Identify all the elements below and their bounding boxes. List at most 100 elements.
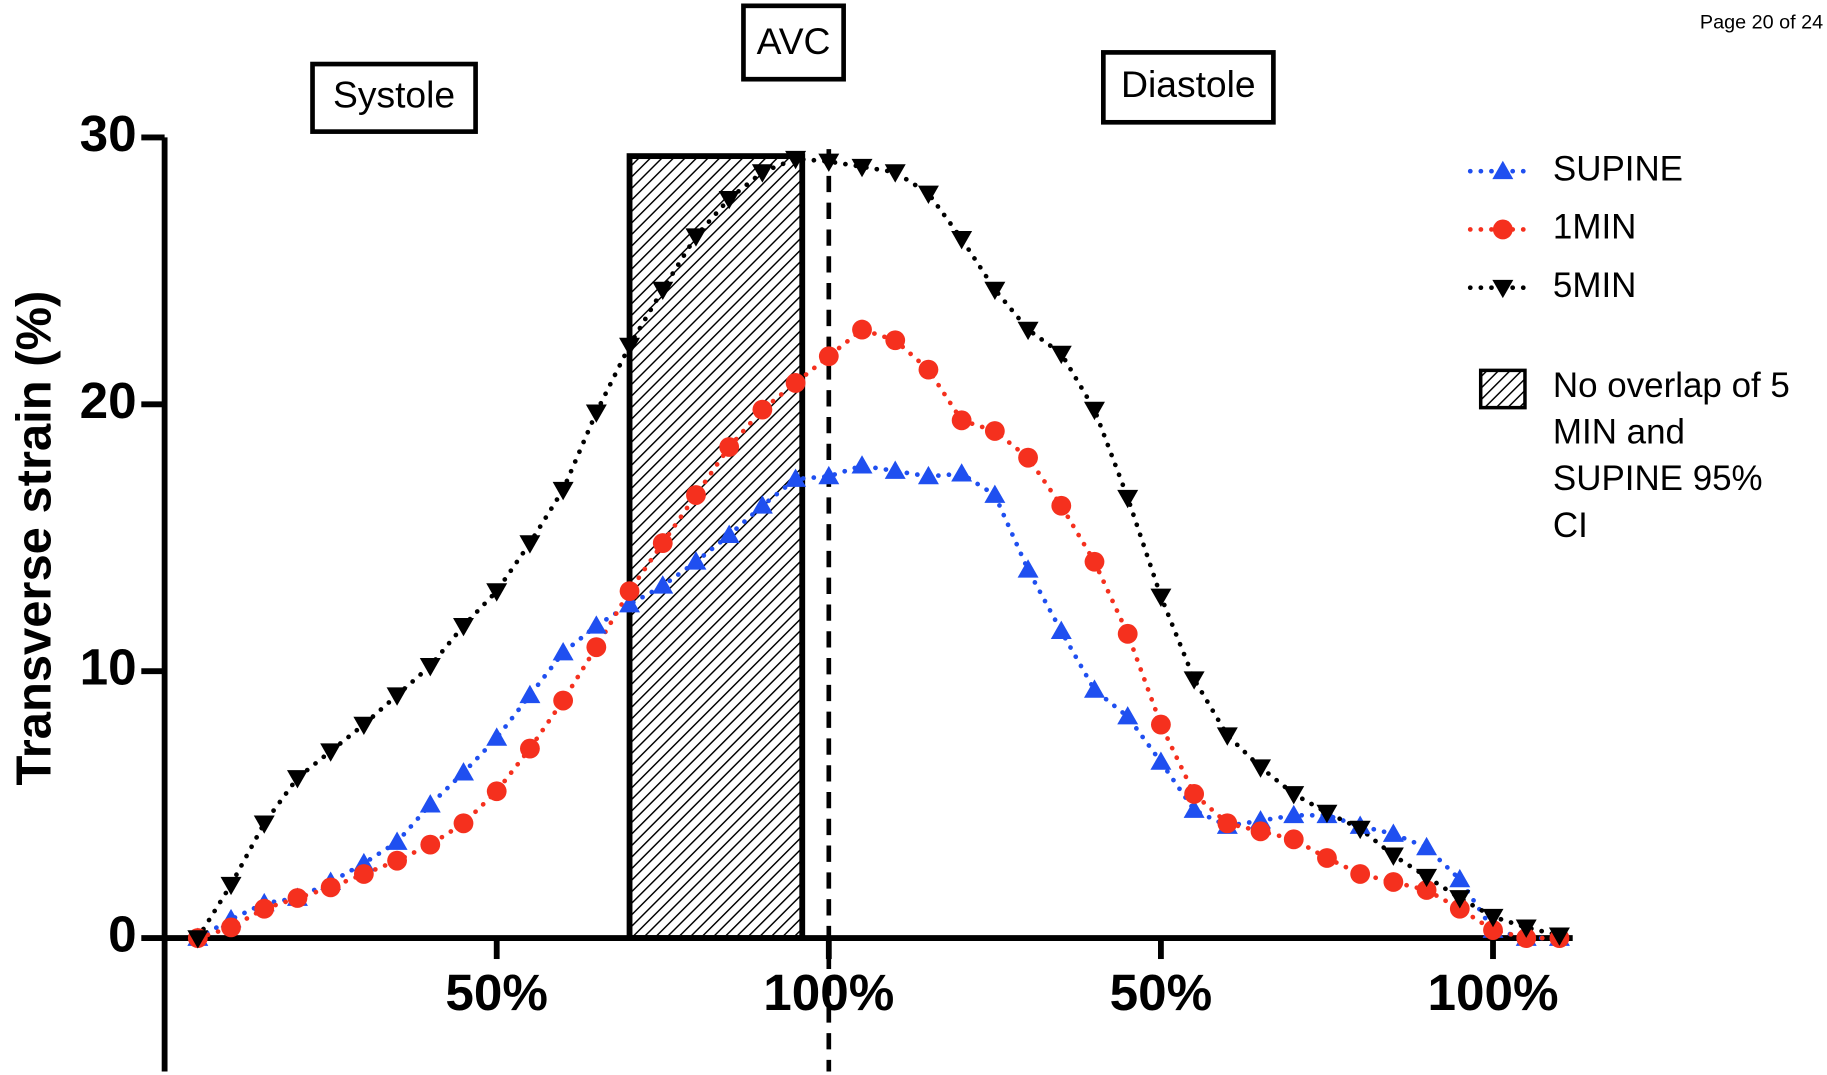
point: [1018, 447, 1038, 468]
point: [619, 337, 641, 357]
point: [1084, 551, 1105, 572]
point: [519, 535, 541, 554]
legend-label: No overlap of 5: [1553, 366, 1790, 405]
point: [320, 743, 342, 762]
point: [520, 738, 540, 759]
annotation-box: [741, 3, 846, 82]
point: [1017, 559, 1039, 578]
legend-marker: [1492, 219, 1513, 240]
x-tick-label: 50%: [445, 964, 548, 1021]
point: [917, 185, 939, 204]
point: [619, 593, 641, 613]
point: [585, 615, 607, 634]
point: [353, 864, 374, 884]
series-line: [195, 156, 1562, 941]
point: [718, 524, 740, 543]
point: [1416, 880, 1437, 900]
point: [685, 551, 707, 570]
point: [1416, 868, 1438, 888]
point: [453, 617, 474, 637]
point: [386, 687, 408, 706]
legend-label: CI: [1553, 506, 1588, 545]
point: [420, 834, 441, 855]
point: [951, 463, 973, 482]
point: [852, 319, 872, 340]
point: [1084, 401, 1105, 421]
point: [785, 373, 806, 393]
point: [387, 850, 407, 871]
point: [1150, 751, 1172, 770]
point: [386, 831, 408, 850]
point: [1117, 489, 1139, 509]
point: [1516, 928, 1537, 948]
point: [286, 770, 308, 789]
point: [1050, 620, 1072, 640]
y-tick-label: 30: [80, 105, 137, 162]
point: [719, 437, 740, 457]
point: [453, 813, 474, 834]
legend-swatch: [1478, 368, 1527, 410]
point: [1084, 679, 1105, 698]
point: [718, 190, 740, 210]
legend-marker: [1492, 279, 1514, 299]
point: [220, 876, 242, 896]
point: [884, 164, 906, 183]
point: [419, 657, 441, 677]
annotation-box: [310, 61, 478, 134]
point: [917, 465, 939, 485]
point: [1548, 927, 1570, 946]
point: [1350, 864, 1371, 884]
point: [320, 877, 341, 898]
point: [751, 164, 773, 183]
point: [984, 281, 1006, 301]
point: [486, 727, 508, 746]
point: [1383, 872, 1404, 892]
legend-label: 1MIN: [1553, 208, 1636, 247]
point: [751, 495, 773, 514]
point: [1183, 799, 1205, 818]
point: [885, 330, 906, 351]
point: [552, 481, 574, 501]
point: [1017, 321, 1039, 341]
point: [1416, 836, 1438, 856]
point: [1449, 898, 1470, 919]
legend-label: 5MIN: [1553, 266, 1636, 305]
annotation: AVC: [757, 20, 831, 62]
legend-label: MIN and: [1553, 413, 1685, 452]
point: [1482, 908, 1504, 928]
x-tick-label: 50%: [1110, 964, 1213, 1021]
point: [1283, 786, 1305, 805]
point: [585, 404, 607, 423]
point: [652, 533, 673, 553]
point: [1151, 714, 1171, 735]
annotation-box: [1101, 50, 1276, 125]
y-tick-label: 10: [80, 639, 137, 696]
point: [253, 815, 275, 834]
y-axis-title: Transverse strain (%): [8, 291, 62, 786]
point: [951, 230, 973, 250]
point: [818, 465, 840, 485]
point: [486, 583, 508, 602]
y-tick-label: 0: [108, 906, 136, 963]
point: [685, 228, 707, 247]
legend-marker: [1492, 160, 1514, 180]
point: [1184, 784, 1205, 804]
point: [652, 281, 674, 301]
point: [884, 460, 906, 479]
point: [851, 455, 873, 474]
point: [619, 581, 640, 602]
point: [552, 642, 574, 661]
point: [1317, 848, 1337, 868]
point: [187, 930, 209, 949]
legend-label: SUPINE: [1553, 149, 1683, 188]
point: [1117, 706, 1139, 725]
point: [353, 716, 375, 736]
point: [1183, 671, 1205, 690]
point: [453, 762, 474, 781]
point: [984, 421, 1005, 441]
point: [1051, 495, 1072, 516]
point: [486, 781, 507, 802]
point: [818, 153, 840, 172]
